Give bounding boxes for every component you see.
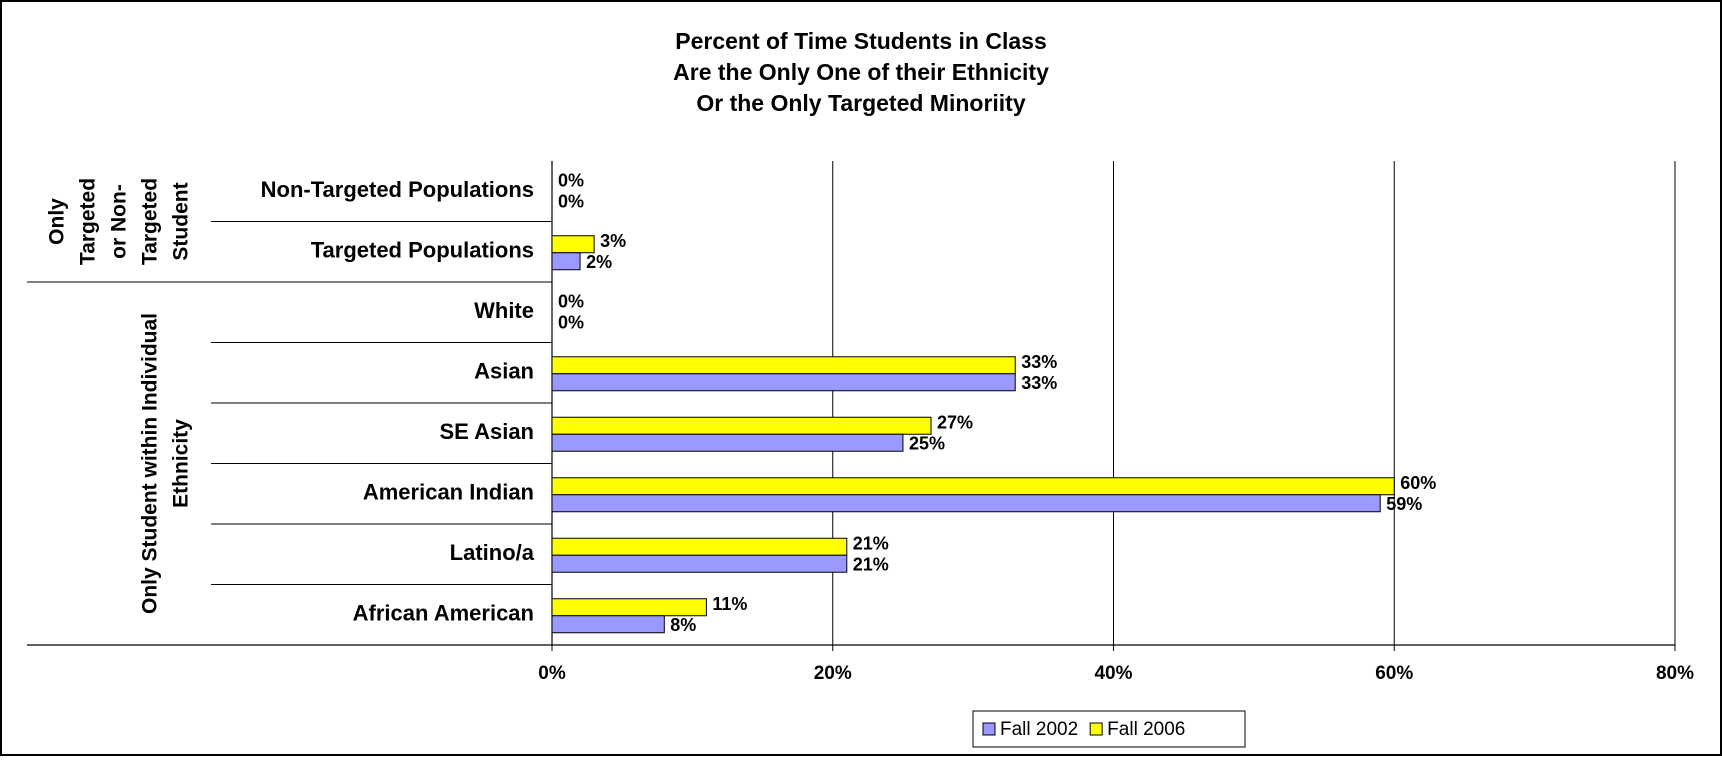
x-tick-label: 20%	[814, 663, 852, 684]
bar	[551, 433, 904, 452]
group-label: or Non-	[108, 184, 131, 259]
y-tick-label: African American	[353, 601, 534, 626]
value-label: 8%	[670, 615, 696, 635]
value-label: 11%	[712, 594, 747, 614]
value-label: 60%	[1400, 473, 1436, 493]
bar	[551, 373, 1016, 392]
x-tick-label: 60%	[1375, 663, 1413, 684]
bar	[551, 615, 665, 634]
bar	[551, 554, 848, 573]
legend-label: Fall 2006	[1107, 719, 1185, 740]
group-label: Ethnicity	[170, 419, 193, 508]
group-label: Targeted	[77, 178, 100, 265]
value-label: 21%	[853, 534, 889, 554]
group-label: Only Student within Individual	[139, 313, 162, 614]
value-label: 33%	[1021, 352, 1057, 372]
y-tick-label: White	[474, 298, 534, 323]
chart-title: Percent of Time Students in Class	[675, 28, 1047, 54]
chart-title: Or the Only Targeted Minoriity	[696, 90, 1025, 116]
bar	[551, 416, 932, 435]
bar	[551, 356, 1016, 375]
value-label: 27%	[937, 413, 973, 433]
y-tick-label: Latino/a	[450, 540, 535, 565]
y-tick-label: Non-Targeted Populations	[261, 177, 534, 202]
value-label: 21%	[853, 555, 889, 575]
value-label: 0%	[558, 313, 584, 333]
value-label: 0%	[558, 292, 584, 312]
value-label: 3%	[600, 231, 626, 251]
y-tick-label: Asian	[474, 359, 534, 384]
bar	[551, 252, 581, 271]
bar	[551, 537, 848, 556]
x-tick-label: 40%	[1094, 663, 1132, 684]
bar	[551, 598, 707, 617]
legend-label: Fall 2002	[1000, 719, 1078, 740]
legend-swatch	[982, 722, 996, 736]
chart-title: Are the Only One of their Ethnicity	[673, 59, 1049, 85]
y-tick-label: American Indian	[363, 480, 534, 505]
value-label: 33%	[1021, 373, 1057, 393]
y-tick-label: SE Asian	[439, 419, 534, 444]
value-label: 25%	[909, 434, 945, 454]
value-label: 59%	[1386, 494, 1422, 514]
value-label: 0%	[558, 171, 584, 191]
group-label: Targeted	[139, 178, 162, 265]
x-tick-label: 80%	[1656, 663, 1694, 684]
y-tick-label: Targeted Populations	[311, 238, 534, 263]
legend-swatch	[1089, 722, 1103, 736]
legend-box	[972, 710, 1246, 748]
bar	[551, 477, 1395, 496]
value-label: 0%	[558, 192, 584, 212]
bar	[551, 235, 595, 254]
bar	[551, 494, 1381, 513]
value-label: 2%	[586, 252, 612, 272]
x-tick-label: 0%	[538, 663, 566, 684]
group-label: Student	[170, 182, 193, 260]
group-label: Only	[46, 198, 69, 245]
